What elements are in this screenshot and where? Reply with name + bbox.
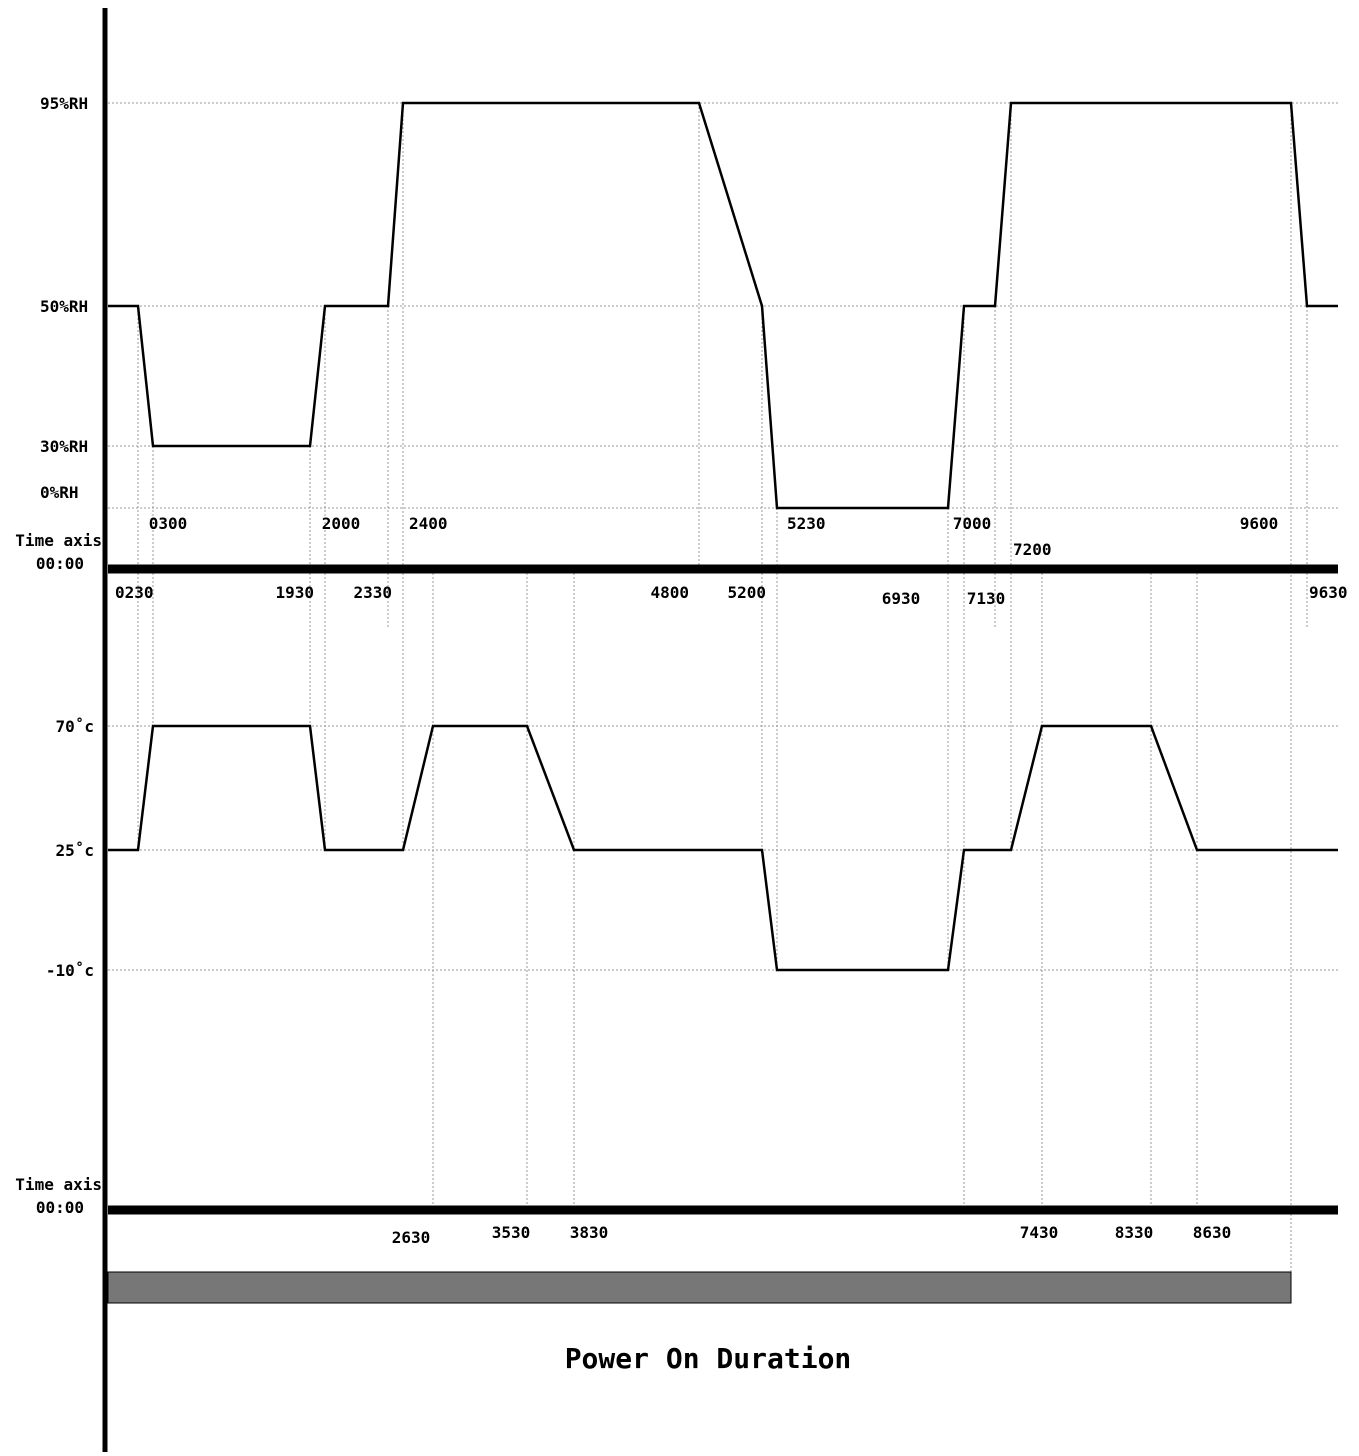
humidity-time-label: 2000 <box>322 514 361 533</box>
humidity-time-label: 0230 <box>115 583 154 602</box>
humidity-time-label: 7130 <box>967 589 1006 608</box>
humidity-profile-line <box>108 101 1338 510</box>
temperature-tick-label: -10˚c <box>46 961 94 980</box>
time-axis-label: Time axis <box>15 531 102 550</box>
temperature-profile-line <box>108 724 1338 972</box>
humidity-time-label: 1930 <box>275 583 314 602</box>
humidity-time-label: 5230 <box>787 514 826 533</box>
humidity-time-label: 6930 <box>882 589 921 608</box>
temperature-time-label: 3530 <box>492 1223 531 1242</box>
humidity-tick-label: 50%RH <box>40 297 88 316</box>
profiles <box>108 101 1338 972</box>
humidity-tick-label: 0%RH <box>40 483 79 502</box>
time-guide-lines <box>137 103 1308 1302</box>
temperature-time-label: 3830 <box>570 1223 609 1242</box>
temperature-time-label: 8330 <box>1115 1223 1154 1242</box>
power-on-duration-bar <box>107 1271 1292 1304</box>
power-on-duration-title: Power On Duration <box>565 1342 852 1375</box>
humidity-time-label: 9600 <box>1240 514 1279 533</box>
humidity-tick-label: 30%RH <box>40 437 88 456</box>
humidity-time-label: 7200 <box>1013 540 1052 559</box>
humidity-time-label: 5200 <box>727 583 766 602</box>
temperature-tick-label: 70˚c <box>55 717 94 736</box>
grid-lines <box>108 102 1338 971</box>
time-axis-origin-label: 00:00 <box>36 1198 84 1217</box>
power-bar-group: Power On Duration <box>107 1271 1292 1375</box>
temperature-time-label: 7430 <box>1020 1223 1059 1242</box>
humidity-time-label: 2330 <box>353 583 392 602</box>
humidity-time-label: 2400 <box>409 514 448 533</box>
labels: 95%RH 50%RH 30%RH 0%RH 70˚c 25˚c -10˚c Time axi… <box>15 94 1347 1247</box>
temperature-time-label: 8630 <box>1193 1223 1232 1242</box>
humidity-time-label: 7000 <box>953 514 992 533</box>
humidity-time-label: 0300 <box>149 514 188 533</box>
time-axis-origin-label: 00:00 <box>36 554 84 573</box>
temperature-tick-label: 25˚c <box>55 841 94 860</box>
temperature-time-label: 2630 <box>392 1228 431 1247</box>
axes <box>102 8 1338 1452</box>
time-axis-label: Time axis <box>15 1175 102 1194</box>
humidity-time-label: 9630 <box>1309 583 1348 602</box>
humidity-tick-label: 95%RH <box>40 94 88 113</box>
humidity-time-label: 4800 <box>650 583 689 602</box>
